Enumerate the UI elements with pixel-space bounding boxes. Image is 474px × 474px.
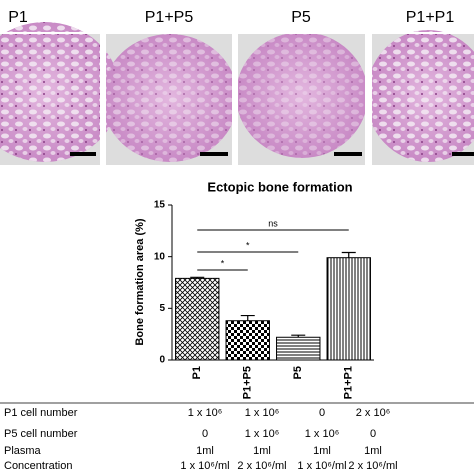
bar <box>175 277 220 361</box>
panel-label: P1+P1 <box>406 9 455 26</box>
x-tick-label: P1 <box>191 366 203 379</box>
chart-title: Ectopic bone formation <box>207 179 352 194</box>
panel-label: P1+P5 <box>145 9 194 26</box>
gap <box>232 32 238 166</box>
table-cell: 2 x 10⁶/ml <box>237 460 286 472</box>
gap <box>365 32 372 166</box>
scale-bar <box>452 152 474 156</box>
y-tick-label: 15 <box>154 200 166 211</box>
table-cell: 1ml <box>253 445 271 457</box>
row-label: Plasma <box>4 445 42 457</box>
y-axis-label: Bone formation area (%) <box>134 218 146 345</box>
table-cell: 2 x 10⁶ <box>356 407 391 419</box>
table-cell: 1 x 10⁶/ml <box>180 460 229 472</box>
table-cell: 1 x 10⁶/ml <box>297 460 346 472</box>
table-cell: 1 x 10⁶ <box>188 407 223 419</box>
panel-label: P5 <box>291 9 311 26</box>
x-tick-label: P5 <box>292 366 304 379</box>
table-cell: 1 x 10⁶ <box>245 428 280 440</box>
gap <box>100 32 106 166</box>
x-tick-label: P1+P1 <box>343 366 355 399</box>
panel-label: P1 <box>8 9 28 26</box>
table-cell: 1ml <box>364 445 382 457</box>
tissue-pores <box>0 22 120 162</box>
error-bar <box>190 276 205 279</box>
error-bar <box>240 314 255 321</box>
table-cell: 0 <box>370 428 376 440</box>
scale-bar <box>334 152 362 156</box>
table-cell: 1ml <box>313 445 331 457</box>
bar <box>276 336 321 361</box>
bar <box>326 257 371 361</box>
histology-images <box>0 22 474 175</box>
table-cell: 0 <box>319 407 325 419</box>
tissue-pores <box>102 34 238 162</box>
bar <box>225 320 270 361</box>
error-bar <box>291 334 306 338</box>
gap <box>0 165 474 175</box>
row-label: Concentration <box>4 460 73 472</box>
table-cell: 1ml <box>196 445 214 457</box>
significance-label: ns <box>268 218 278 228</box>
tissue-pores <box>366 30 474 162</box>
y-tick-label: 10 <box>154 251 166 262</box>
y-tick-label: 5 <box>159 303 165 314</box>
scale-bar <box>70 152 96 156</box>
y-tick-label: 0 <box>159 355 165 366</box>
table-cell: 2 x 10⁶/ml <box>348 460 397 472</box>
error-bar <box>341 251 356 258</box>
table-cell: 1 x 10⁶ <box>305 428 340 440</box>
tissue-pores <box>236 32 368 158</box>
significance-label: * <box>221 258 225 268</box>
row-label: P5 cell number <box>4 428 78 440</box>
x-tick-label: P1+P5 <box>242 366 254 399</box>
table-cell: 1 x 10⁶ <box>245 407 280 419</box>
significance-label: * <box>246 240 250 250</box>
scale-bar <box>200 152 228 156</box>
table-cell: 0 <box>202 428 208 440</box>
row-label: P1 cell number <box>4 407 78 419</box>
